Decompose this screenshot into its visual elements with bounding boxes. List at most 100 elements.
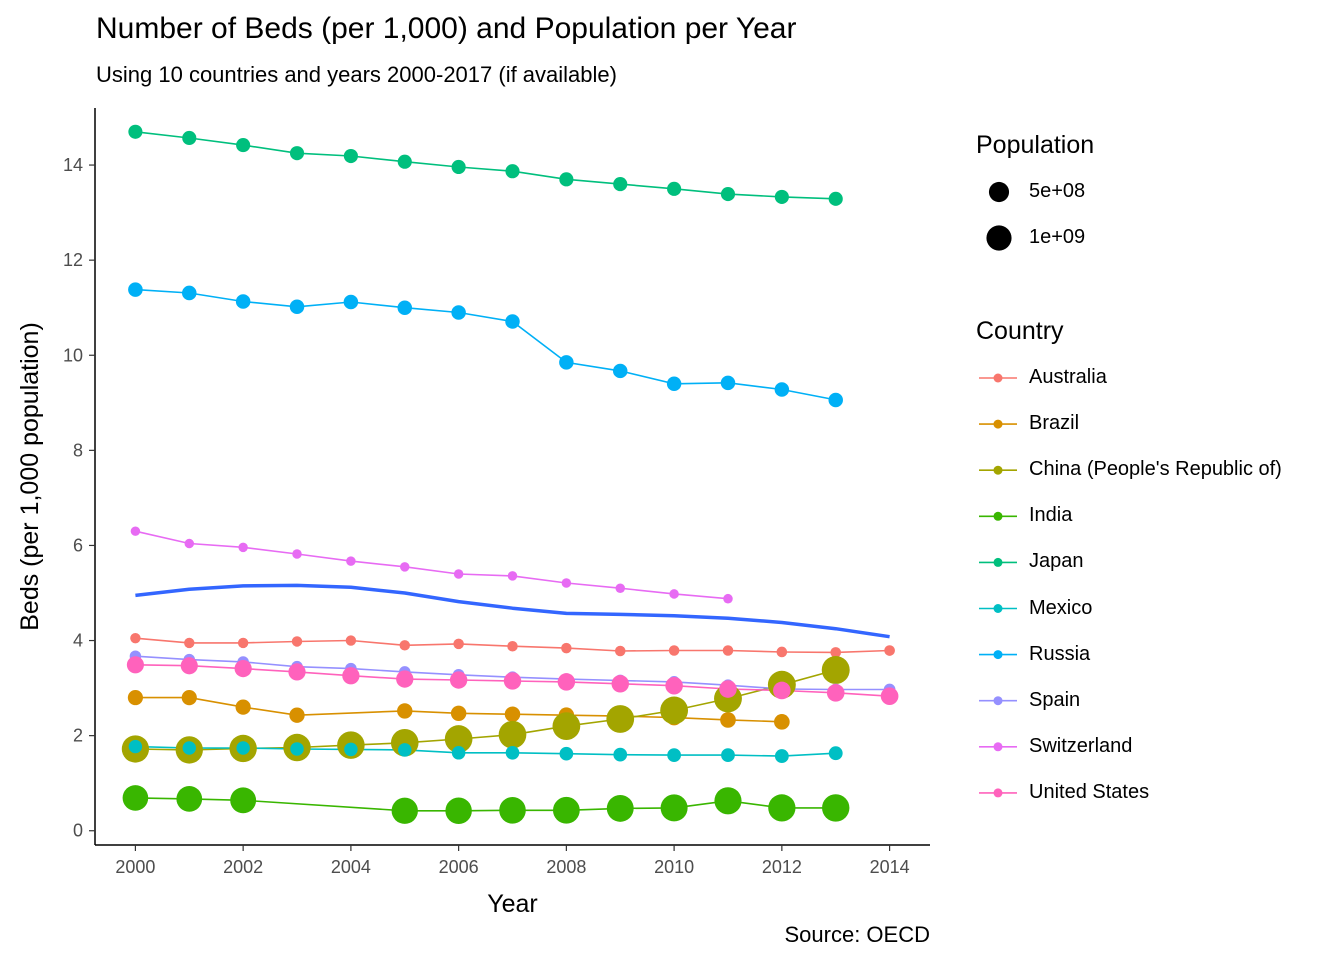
data-point-brazil (289, 707, 305, 723)
data-point-india (768, 794, 796, 822)
data-point-united-states (234, 659, 252, 678)
data-point-japan (828, 191, 843, 206)
data-point-russia (235, 294, 251, 309)
data-point-japan (774, 189, 789, 204)
data-point-united-states (180, 657, 198, 675)
smooth-trend (135, 583, 890, 639)
data-point-switzerland (346, 556, 356, 566)
size-legend-label: 1e+09 (1029, 226, 1086, 248)
data-point-switzerland (238, 542, 248, 553)
y-tick-label: 6 (73, 535, 83, 555)
data-point-australia (453, 638, 464, 650)
data-point-russia (774, 382, 790, 397)
data-point-japan (451, 159, 466, 175)
data-point-china-people-s-republic-of (821, 656, 850, 685)
data-point-india (230, 787, 257, 814)
y-tick-label: 2 (73, 726, 83, 746)
data-point-united-states (880, 687, 899, 706)
data-point-india (122, 785, 149, 811)
data-point-india (606, 794, 634, 822)
color-legend-label: India (1029, 504, 1073, 527)
data-point-united-states (288, 663, 306, 681)
data-point-russia (128, 282, 143, 297)
x-tick-label: 2000 (115, 857, 155, 877)
data-point-china-people-s-republic-of (552, 712, 581, 740)
data-point-switzerland (400, 562, 410, 572)
y-axis-title: Beds (per 1,000 population) (16, 322, 44, 631)
data-point-china-people-s-republic-of (498, 720, 527, 749)
data-point-india (176, 786, 203, 812)
color-legend-title: Country (976, 317, 1064, 345)
data-point-united-states (503, 672, 522, 690)
data-point-united-states (719, 680, 737, 698)
color-legend-label: Japan (1029, 550, 1084, 573)
data-point-china-people-s-republic-of (390, 728, 419, 757)
data-point-australia (237, 637, 249, 649)
chart-subtitle: Using 10 countries and years 2000-2017 (… (96, 62, 617, 87)
y-tick-label: 12 (63, 250, 83, 270)
data-point-japan (236, 138, 251, 153)
data-point-australia (399, 640, 410, 651)
data-point-switzerland (507, 571, 518, 581)
data-point-switzerland (184, 538, 195, 549)
data-point-japan (128, 124, 143, 139)
data-point-mexico (236, 741, 250, 755)
series-line-japan (135, 131, 836, 200)
data-point-australia (668, 645, 680, 656)
series-line-russia (135, 288, 836, 401)
x-tick-label: 2012 (762, 857, 802, 877)
data-point-brazil (450, 705, 467, 722)
data-point-australia (345, 635, 357, 646)
data-point-india (391, 797, 418, 824)
legend-keys (979, 181, 1017, 798)
color-legend-point (993, 373, 1003, 383)
data-point-russia (505, 314, 520, 329)
data-point-india (445, 797, 472, 825)
data-point-united-states (773, 681, 791, 700)
color-legend-point (993, 511, 1003, 521)
data-point-japan (397, 154, 412, 169)
color-legend-point (993, 696, 1003, 706)
data-point-russia (397, 300, 413, 315)
data-point-switzerland (723, 593, 733, 604)
data-point-united-states (611, 675, 629, 693)
color-legend-point (993, 650, 1003, 660)
size-legend-title: Population (976, 131, 1095, 159)
data-point-united-states (826, 684, 845, 702)
data-point-united-states (449, 671, 468, 689)
data-point-united-states (126, 656, 144, 674)
data-point-japan (505, 164, 520, 179)
x-tick-label: 2014 (870, 857, 910, 877)
color-legend-label: United States (1029, 780, 1150, 803)
color-legend-label: Brazil (1029, 412, 1080, 435)
data-point-australia (776, 646, 788, 658)
data-point-mexico (128, 739, 143, 754)
data-point-switzerland (130, 526, 141, 536)
x-tick-label: 2004 (331, 857, 371, 877)
x-tick-label: 2006 (439, 857, 479, 877)
axes: 2000 2002 2004 2006 2008 2010 2012 2014 0 2 4 6 8 10 1… (16, 108, 930, 918)
data-point-india (499, 796, 526, 824)
data-point-china-people-s-republic-of (660, 696, 689, 725)
data-point-russia (451, 305, 466, 320)
data-point-russia (289, 299, 305, 315)
data-point-united-states (396, 670, 414, 688)
color-legend-point (993, 557, 1003, 567)
data-point-japan (559, 172, 574, 187)
data-point-japan (182, 130, 197, 146)
x-tick-label: 2010 (654, 857, 694, 877)
data-point-russia (828, 392, 843, 408)
x-tick-label: 2002 (223, 857, 263, 877)
data-point-russia (181, 285, 197, 301)
data-point-australia (291, 636, 303, 647)
data-point-china-people-s-republic-of (606, 705, 635, 733)
data-point-mexico (451, 745, 466, 760)
data-point-mexico (774, 749, 789, 763)
data-point-mexico (613, 747, 628, 762)
data-point-switzerland (292, 549, 302, 559)
data-point-japan (289, 146, 305, 161)
data-point-mexico (182, 741, 196, 755)
color-legend-point (993, 604, 1003, 613)
data-point-brazil (397, 703, 413, 719)
y-tick-label: 0 (73, 821, 83, 841)
